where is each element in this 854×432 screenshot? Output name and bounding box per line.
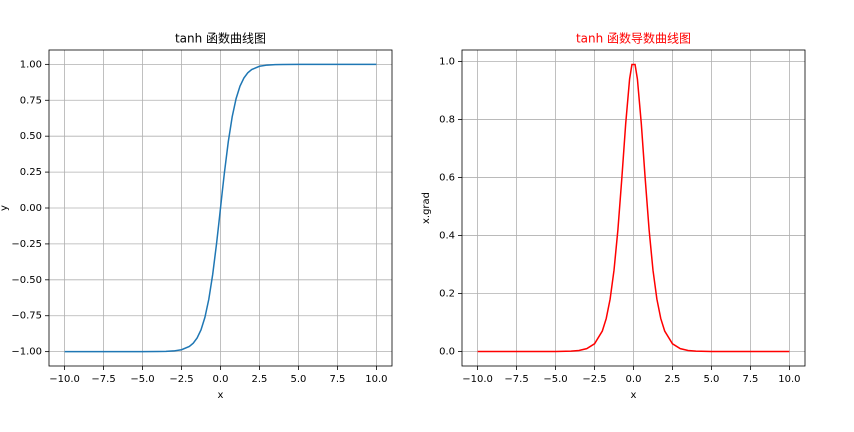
axes-frame bbox=[48, 49, 393, 367]
x-tick-label: 0.0 bbox=[626, 374, 642, 385]
y-tick-label: −0.50 bbox=[11, 275, 42, 286]
x-tick-label: −10.0 bbox=[49, 374, 80, 385]
x-tick-label: −2.5 bbox=[169, 374, 193, 385]
x-axis-label: x bbox=[631, 390, 637, 401]
y-tick-label: 0.8 bbox=[439, 115, 455, 126]
x-tick-label: −7.5 bbox=[504, 374, 528, 385]
y-tick-label: 0.6 bbox=[439, 173, 455, 184]
y-tick-label: −0.75 bbox=[11, 311, 42, 322]
x-tick-label: −5.0 bbox=[543, 374, 567, 385]
y-tick-label: −0.25 bbox=[11, 239, 42, 250]
y-tick-label: 0.25 bbox=[20, 167, 42, 178]
x-tick-label: 7.5 bbox=[742, 374, 758, 385]
y-axis-label: y bbox=[0, 205, 10, 211]
y-tick-label: 1.00 bbox=[20, 59, 42, 70]
y-tick-label: −1.00 bbox=[11, 347, 42, 358]
x-tick-label: −10.0 bbox=[462, 374, 493, 385]
y-tick-label: 0.75 bbox=[20, 95, 42, 106]
x-tick-label: 2.5 bbox=[665, 374, 681, 385]
y-tick-label: 0.2 bbox=[439, 289, 455, 300]
x-tick-label: 10.0 bbox=[365, 374, 387, 385]
y-tick-label: 0.4 bbox=[439, 231, 455, 242]
x-tick-label: 0.0 bbox=[213, 374, 229, 385]
y-tick-label: 0.50 bbox=[20, 131, 42, 142]
x-tick-label: 10.0 bbox=[778, 374, 800, 385]
x-tick-label: −5.0 bbox=[130, 374, 154, 385]
axes-frame bbox=[461, 49, 806, 367]
x-tick-label: −7.5 bbox=[91, 374, 115, 385]
x-tick-label: 5.0 bbox=[704, 374, 720, 385]
y-tick-label: 1.0 bbox=[439, 57, 455, 68]
x-axis-label: x bbox=[218, 390, 224, 401]
chart-title: tanh 函数曲线图 bbox=[175, 31, 266, 46]
chart-title: tanh 函数导数曲线图 bbox=[576, 31, 691, 46]
x-tick-label: 5.0 bbox=[291, 374, 307, 385]
y-axis-label: x.grad bbox=[421, 192, 432, 224]
x-tick-label: 2.5 bbox=[252, 374, 268, 385]
y-tick-label: 0.0 bbox=[439, 347, 455, 358]
x-tick-label: 7.5 bbox=[329, 374, 345, 385]
y-tick-label: 0.00 bbox=[20, 203, 42, 214]
line-series bbox=[64, 63, 377, 353]
line-series bbox=[477, 63, 790, 353]
x-tick-label: −2.5 bbox=[582, 374, 606, 385]
